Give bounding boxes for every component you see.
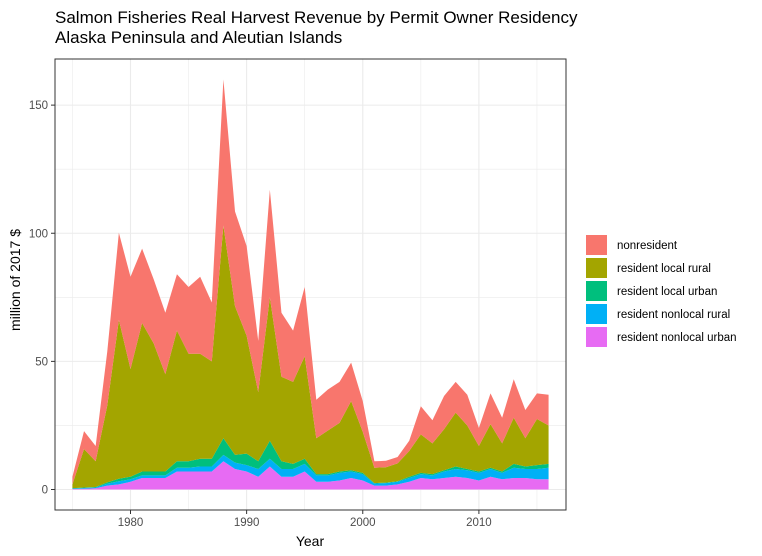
y-axis-title: million of 2017 $ [7,229,23,331]
y-tick-label: 150 [29,100,48,112]
legend-label-resident-nonlocal-urban: resident nonlocal urban [617,332,737,344]
x-axis: 1980 1990 2000 2010 [118,510,492,529]
legend-key-resident-nonlocal-urban [586,327,607,347]
legend-key-resident-local-rural [586,258,607,278]
x-tick-label: 2000 [350,517,376,529]
legend-key-nonresident [586,235,607,255]
y-tick-label: 0 [42,485,48,497]
legend-key-resident-local-urban [586,281,607,301]
legend-label-resident-nonlocal-rural: resident nonlocal rural [617,309,730,321]
x-axis-title: Year [296,533,325,549]
area-layers [72,79,549,490]
y-tick-label: 100 [29,228,48,240]
area-resident-local-rural [72,225,549,489]
x-tick-label: 1980 [118,517,144,529]
area-resident-nonlocal-rural [72,454,549,489]
y-axis: 0 50 100 150 [29,100,55,497]
legend-key-resident-nonlocal-rural [586,304,607,324]
legend-label-nonresident: nonresident [617,240,678,252]
legend: nonresident resident local rural resident … [586,235,737,347]
legend-label-resident-local-rural: resident local rural [617,263,711,275]
chart-title: Salmon Fisheries Real Harvest Revenue by… [55,8,578,27]
area-resident-nonlocal-urban [72,461,549,490]
legend-label-resident-local-urban: resident local urban [617,286,717,298]
x-tick-label: 2010 [466,517,492,529]
panel-border [54,58,567,511]
x-tick-label: 1990 [234,517,260,529]
y-tick-label: 50 [35,356,48,368]
plot-panel [54,58,567,511]
chart-subtitle: Alaska Peninsula and Aleutian Islands [55,28,342,47]
